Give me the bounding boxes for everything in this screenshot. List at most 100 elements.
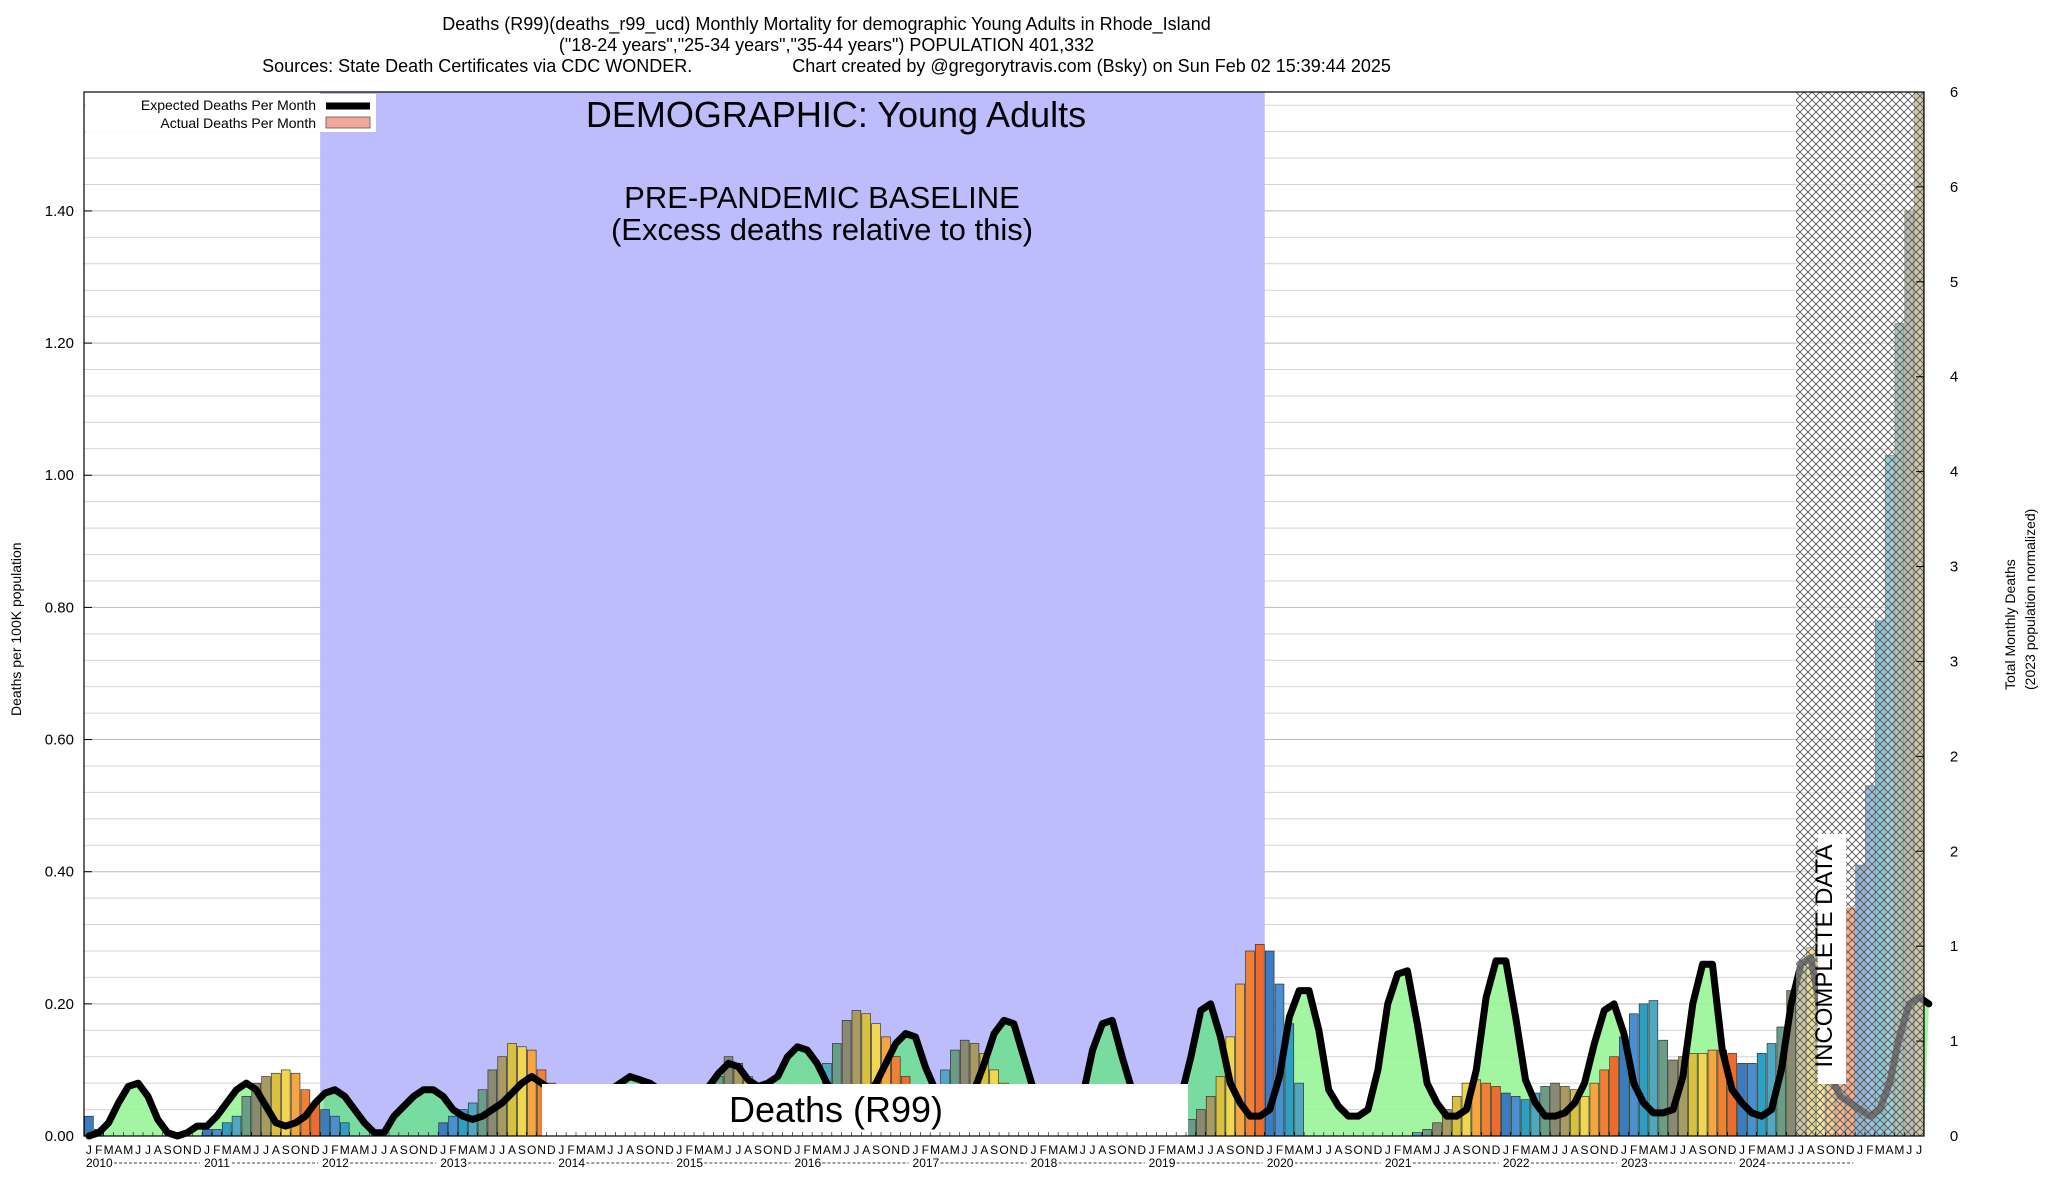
- x-month-label: D: [1137, 1143, 1146, 1157]
- bar: [1599, 1069, 1609, 1137]
- x-year-label: 2019: [1149, 1156, 1176, 1170]
- bar: [1520, 1099, 1531, 1137]
- x-month-label: A: [1571, 1143, 1579, 1157]
- x-month-label: J: [1552, 1143, 1558, 1157]
- x-month-label: J: [1198, 1143, 1204, 1157]
- x-month-label: A: [1059, 1143, 1067, 1157]
- x-month-label: A: [351, 1143, 359, 1157]
- x-month-label: S: [1462, 1143, 1470, 1157]
- x-month-label: O: [645, 1143, 654, 1157]
- expected-line: [85, 954, 1933, 1140]
- y-axis-left-title: Deaths per 100K population: [8, 542, 24, 716]
- x-month-label: N: [1364, 1143, 1373, 1157]
- x-month-label: M: [812, 1143, 822, 1157]
- x-month-label: O: [409, 1143, 418, 1157]
- bar: [1294, 1082, 1304, 1137]
- x-month-label: A: [508, 1143, 516, 1157]
- bar: [320, 1109, 330, 1137]
- x-month-label: F: [1276, 1143, 1283, 1157]
- baseline-label-1: PRE-PANDEMIC BASELINE: [624, 180, 1020, 215]
- x-month-label: M: [1639, 1143, 1649, 1157]
- x-month-label: D: [1728, 1143, 1737, 1157]
- bar: [1422, 1129, 1432, 1137]
- y-left-tick-label: 0.80: [45, 599, 74, 616]
- x-month-label: D: [1846, 1143, 1855, 1157]
- x-month-label: J: [1916, 1143, 1922, 1157]
- x-month-label: D: [1019, 1143, 1028, 1157]
- x-month-label: D: [311, 1143, 320, 1157]
- x-month-label: O: [1472, 1143, 1481, 1157]
- x-month-label: O: [1235, 1143, 1244, 1157]
- x-month-label: J: [1670, 1143, 1676, 1157]
- x-month-label: S: [1344, 1143, 1352, 1157]
- x-month-label: F: [449, 1143, 456, 1157]
- x-month-label: D: [547, 1143, 556, 1157]
- x-month-label: M: [340, 1143, 350, 1157]
- x-month-label: N: [655, 1143, 664, 1157]
- baseline-band: [320, 92, 1265, 1136]
- bar: [1688, 1053, 1698, 1137]
- x-month-label: M: [1658, 1143, 1668, 1157]
- bar: [1491, 1086, 1501, 1137]
- x-month-label: D: [193, 1143, 202, 1157]
- y-left-tick-label: 1.20: [45, 335, 74, 352]
- x-month-label: S: [754, 1143, 762, 1157]
- incomplete-label-bg: [1818, 834, 1847, 1084]
- x-month-label: M: [1776, 1143, 1786, 1157]
- x-month-label: S: [282, 1143, 290, 1157]
- x-month-label: F: [567, 1143, 574, 1157]
- x-month-label: M: [1284, 1143, 1294, 1157]
- x-month-label: D: [1255, 1143, 1264, 1157]
- x-month-label: J: [1444, 1143, 1450, 1157]
- y-right-tick-label: 3: [1950, 653, 1958, 670]
- x-month-label: J: [499, 1143, 505, 1157]
- chart-title-line3: Sources: State Death Certificates via CD…: [0, 56, 1653, 77]
- bar: [221, 1122, 232, 1137]
- plot-frame: [83, 91, 1925, 1137]
- y-right-tick-label: 1: [1950, 938, 1958, 955]
- x-month-label: A: [587, 1143, 595, 1157]
- x-year-label: 2024: [1739, 1156, 1766, 1170]
- x-month-label: D: [1374, 1143, 1383, 1157]
- y-right-tick-label: 2: [1950, 748, 1958, 765]
- bar: [448, 1115, 458, 1137]
- x-month-label: N: [1128, 1143, 1137, 1157]
- x-month-label: F: [331, 1143, 338, 1157]
- bar: [330, 1115, 340, 1137]
- x-month-label: N: [1836, 1143, 1845, 1157]
- x-month-label: J: [971, 1143, 977, 1157]
- x-month-label: N: [773, 1143, 782, 1157]
- x-month-label: A: [862, 1143, 870, 1157]
- x-month-label: F: [922, 1143, 929, 1157]
- x-month-label: S: [400, 1143, 408, 1157]
- x-year-label: 2023: [1621, 1156, 1648, 1170]
- legend-expected-label: Expected Deaths Per Month: [141, 97, 316, 113]
- x-month-label: J: [617, 1143, 623, 1157]
- x-month-label: J: [489, 1143, 495, 1157]
- x-month-label: J: [263, 1143, 269, 1157]
- bar: [487, 1069, 498, 1137]
- x-month-label: O: [291, 1143, 300, 1157]
- x-month-label: M: [1540, 1143, 1550, 1157]
- y-right-tick-label: 2: [1950, 843, 1958, 860]
- x-month-label: M: [1894, 1143, 1904, 1157]
- x-year-label: 2012: [322, 1156, 349, 1170]
- y-left-tick-label: 0.20: [45, 996, 74, 1013]
- x-month-label: M: [1068, 1143, 1078, 1157]
- x-month-label: O: [173, 1143, 182, 1157]
- x-month-label: M: [1422, 1143, 1432, 1157]
- bar: [1235, 983, 1245, 1137]
- x-year-label: 2018: [1031, 1156, 1058, 1170]
- x-month-label: A: [744, 1143, 752, 1157]
- x-month-label: O: [881, 1143, 890, 1157]
- x-month-label: D: [665, 1143, 674, 1157]
- x-month-label: N: [183, 1143, 192, 1157]
- x-month-label: J: [1316, 1143, 1322, 1157]
- x-month-label: N: [1482, 1143, 1491, 1157]
- bar: [1432, 1122, 1442, 1137]
- x-month-label: J: [1739, 1143, 1745, 1157]
- y-right-tick-label: 5: [1950, 274, 1958, 291]
- x-month-label: M: [1402, 1143, 1412, 1157]
- x-month-label: J: [1621, 1143, 1627, 1157]
- x-month-label: N: [891, 1143, 900, 1157]
